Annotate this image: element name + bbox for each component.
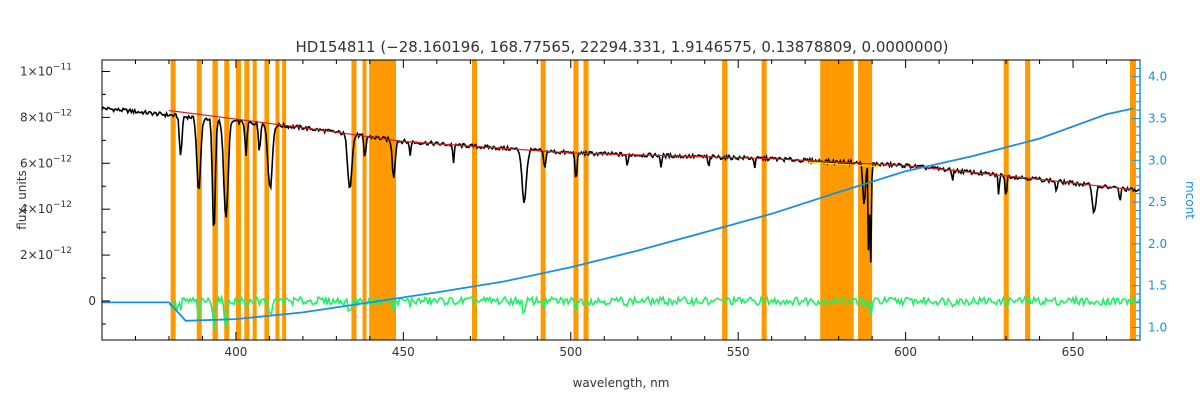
masked-region <box>722 60 728 340</box>
y2-tick-label: 2.5 <box>1148 195 1167 209</box>
y-axis-title: flux, units <box>15 170 29 229</box>
x-axis-title: wavelength, nm <box>573 376 670 390</box>
y-tick-label: 0 <box>88 294 96 308</box>
masked-region <box>235 60 241 340</box>
masked-region <box>540 60 546 340</box>
masked-region <box>761 60 767 340</box>
y2-tick-label: 2.0 <box>1148 237 1167 251</box>
masked-region <box>362 60 367 340</box>
y2-tick-label: 1.0 <box>1148 320 1167 334</box>
mcont-line <box>102 107 1134 322</box>
y-tick-label: 2×10−12 <box>20 246 72 262</box>
masked-region <box>820 60 854 340</box>
y-tick-label: 8×10−12 <box>20 108 72 124</box>
y2-tick-label: 1.5 <box>1148 279 1167 293</box>
plot-series <box>101 106 1141 330</box>
x-tick-label: 500 <box>559 345 582 359</box>
masked-region <box>369 60 396 340</box>
x-tick-label: 400 <box>224 345 247 359</box>
y-tick-label: 4×10−12 <box>20 200 72 216</box>
masked-region <box>583 60 589 340</box>
residuals-line <box>168 293 1141 330</box>
masked-region <box>196 60 202 340</box>
masked-region <box>1025 60 1031 340</box>
y-tick-label: 6×10−12 <box>20 154 72 170</box>
y2-tick-label: 4.0 <box>1148 70 1167 84</box>
masked-region <box>573 60 579 340</box>
interpolated-segment-line <box>808 161 879 168</box>
masked-region <box>244 60 250 340</box>
y2-tick-label: 3.0 <box>1148 153 1167 167</box>
masked-region <box>170 60 176 340</box>
x-tick-label: 450 <box>392 345 415 359</box>
masked-regions <box>170 60 1136 340</box>
masked-region <box>351 60 357 340</box>
observed-spectrum-line <box>101 106 1140 263</box>
masked-region <box>1003 60 1009 340</box>
model-spectrum-line <box>168 109 1134 191</box>
masked-region <box>264 60 270 340</box>
chart-title: HD154811 (−28.160196, 168.77565, 22294.3… <box>295 38 948 56</box>
y2-tick-label: 3.5 <box>1148 112 1167 126</box>
masked-region <box>252 60 257 340</box>
y-axis: 0 2×10−12 4×10−12 6×10−12 8×10−12 1×10−11 <box>20 62 110 325</box>
masked-region <box>1129 60 1136 340</box>
x-tick-label: 600 <box>894 345 917 359</box>
y2-axis: 1.0 1.5 2.0 2.5 3.0 3.5 4.0 <box>1132 60 1167 340</box>
masked-region <box>471 60 478 340</box>
y2-axis-title: mcont <box>1183 181 1197 219</box>
y-tick-label: 1×10−11 <box>20 62 72 78</box>
masked-region <box>275 60 280 340</box>
x-tick-label: 550 <box>727 345 750 359</box>
x-axis: 400 450 500 550 600 650 <box>101 60 1141 359</box>
masked-region <box>282 60 287 340</box>
x-tick-label: 650 <box>1062 345 1085 359</box>
